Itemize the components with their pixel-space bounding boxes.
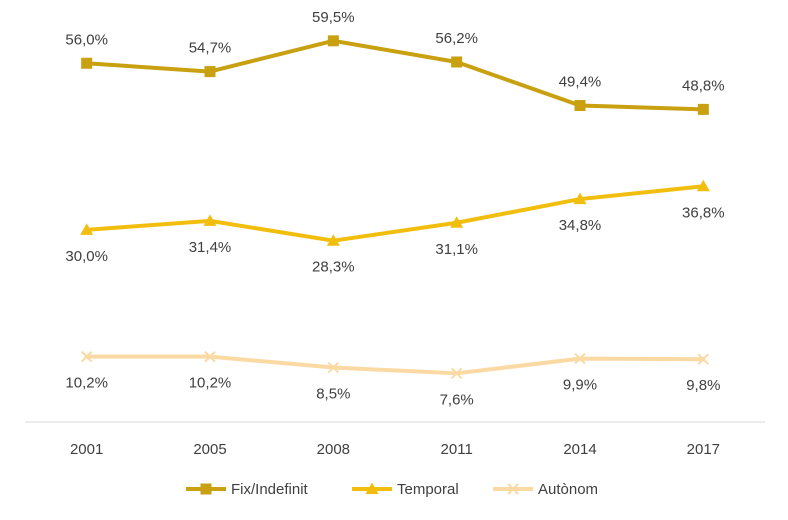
series-line (84, 354, 706, 376)
data-point-x (507, 483, 519, 495)
data-point-triangle (365, 482, 379, 494)
series-line (84, 38, 706, 112)
x-axis: 2001 2005 2008 2011 2014 2017 (25, 421, 765, 458)
data-point-x (450, 367, 463, 380)
data-point-triangle (696, 179, 710, 192)
data-point-square (81, 57, 93, 69)
data-point-square (327, 35, 339, 47)
data-point-square (697, 103, 709, 115)
data-label: 56,2% (435, 30, 478, 47)
data-point-square (204, 66, 216, 78)
data-point-square (574, 100, 586, 112)
data-point-triangle (203, 214, 217, 226)
x-tick-label: 2005 (193, 441, 226, 458)
legend-entry: Autònom (493, 481, 598, 498)
legend-label: Temporal (397, 481, 459, 498)
data-point-triangle (80, 223, 94, 235)
data-point-triangle (326, 234, 340, 246)
data-label: 8,5% (316, 386, 350, 403)
data-label: 31,1% (435, 241, 478, 258)
data-label: 10,2% (65, 375, 108, 392)
legend-label: Autònom (538, 481, 598, 498)
x-tick-label: 2011 (441, 441, 473, 458)
data-label: 9,8% (686, 377, 720, 394)
data-label: 59,5% (312, 9, 355, 26)
data-point-x (327, 361, 340, 374)
data-point-x (80, 350, 93, 363)
data-label: 9,9% (563, 377, 597, 394)
data-label: 36,8% (682, 204, 725, 221)
x-tick-label: 2001 (70, 441, 103, 458)
data-label: 56,0% (65, 31, 108, 48)
data-point-triangle (573, 192, 587, 205)
x-tick-label: 2008 (317, 441, 350, 458)
data-label: 49,4% (559, 74, 602, 91)
data-point-x (574, 352, 586, 365)
legend: Fix/Indefinit Temporal Autònom (186, 481, 598, 498)
series-markers (80, 35, 710, 380)
data-label: 54,7% (189, 40, 232, 57)
series-lines (84, 38, 706, 376)
x-tick-label: 2014 (563, 441, 596, 458)
data-labels: 56,0% 54,7% 59,5% 56,2% 49,4% 48,8% 30,0% 31,4%… (65, 9, 724, 408)
data-point-x (204, 350, 216, 363)
data-point-triangle (450, 216, 464, 228)
data-label: 48,8% (682, 77, 725, 94)
data-point-square (451, 56, 463, 68)
data-label: 30,0% (65, 248, 108, 265)
legend-entry: Temporal (352, 481, 459, 498)
data-label: 10,2% (189, 375, 232, 392)
data-label: 28,3% (312, 259, 355, 276)
data-point-square (200, 483, 212, 495)
data-label: 7,6% (440, 391, 474, 408)
data-point-x (697, 353, 710, 365)
data-label: 31,4% (189, 239, 232, 256)
x-tick-label: 2017 (687, 441, 720, 458)
legend-label: Fix/Indefinit (231, 481, 309, 498)
data-label: 34,8% (559, 217, 602, 234)
series-line (84, 184, 706, 243)
legend-entry: Fix/Indefinit (186, 481, 309, 498)
